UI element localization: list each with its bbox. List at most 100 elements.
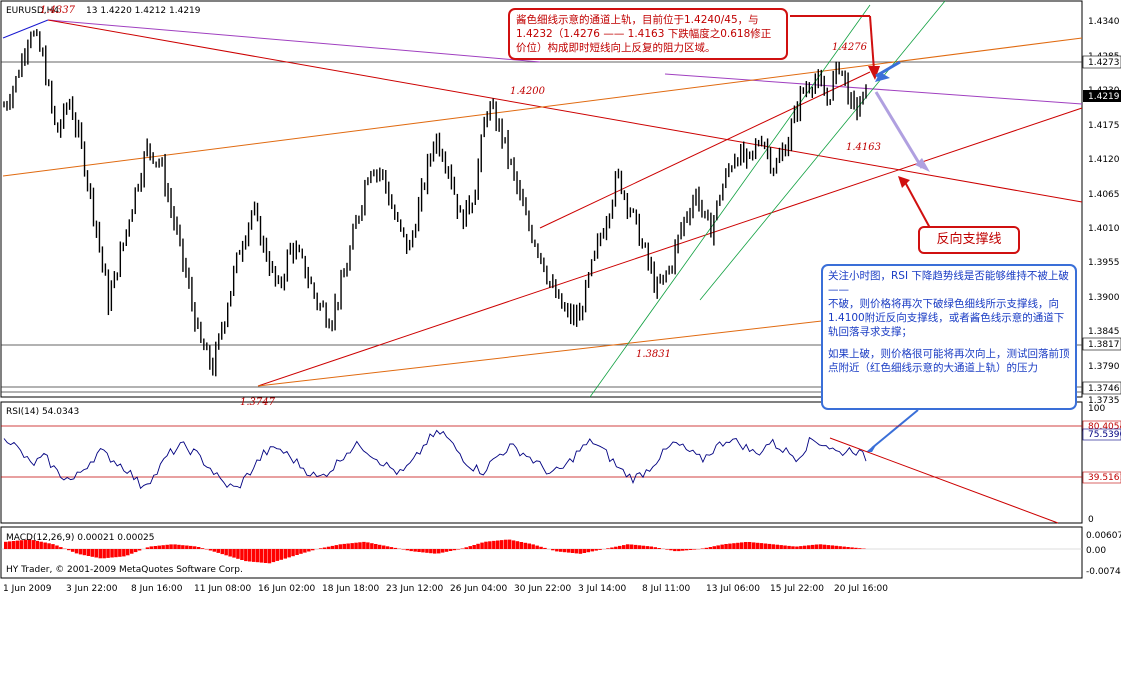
macd-bar <box>637 545 642 549</box>
macd-bar <box>846 547 850 549</box>
macd-bar <box>673 549 677 552</box>
blue-arrow-upper-head <box>875 72 890 82</box>
marker-label: 1.3817 <box>1088 340 1120 350</box>
macd-bar <box>511 540 516 549</box>
macd-bar <box>393 547 398 549</box>
marker-label: 1.4273 <box>1088 58 1120 68</box>
macd-panel[interactable] <box>0 526 1083 579</box>
price-candles <box>3 29 867 377</box>
x-tick: 1 Jun 2009 <box>3 584 52 594</box>
macd-bar <box>354 542 358 549</box>
orange-channel-upper <box>2 37 1083 177</box>
macd-bar <box>326 546 331 549</box>
macd-bar <box>370 543 374 549</box>
rsi-analysis-note: 关注小时图，RSI 下降趋势线是否能够维持不被上破 —— 不破，则价格将再次下破… <box>821 264 1077 410</box>
macd-bar <box>208 549 213 551</box>
macd-bar <box>106 549 110 558</box>
macd-bar <box>70 549 75 552</box>
macd-bar <box>543 547 547 549</box>
macd-bar <box>55 545 59 549</box>
y-tick: 1.3735 <box>1088 396 1120 406</box>
x-tick: 8 Jun 16:00 <box>131 584 183 594</box>
macd-bar <box>19 540 24 549</box>
macd-bar <box>519 542 524 549</box>
macd-bar <box>535 545 539 549</box>
macd-bar <box>633 544 638 549</box>
macd-bar <box>736 542 740 549</box>
macd-bar <box>43 542 47 549</box>
marker-box <box>1083 90 1121 102</box>
macd-bar <box>425 549 429 553</box>
macd-bar <box>803 545 807 549</box>
marker-label: 1.4219 <box>1088 92 1120 102</box>
macd-bar <box>830 545 835 549</box>
macd-bar <box>440 549 445 553</box>
red-channel-lower <box>257 107 1083 387</box>
macd-bar <box>248 549 252 562</box>
y-tick: 1.3845 <box>1088 327 1120 337</box>
macd-bar <box>126 549 130 556</box>
macd-bar <box>275 549 280 561</box>
purple-trendline-short <box>664 73 1083 105</box>
macd-bar <box>401 549 405 550</box>
macd-bar <box>618 545 622 549</box>
macd-bar <box>551 549 555 551</box>
macd-bar <box>216 549 220 553</box>
macd-bar <box>582 549 587 553</box>
macd-bar <box>744 542 748 549</box>
macd-bar <box>818 544 823 549</box>
rsi-tick: 75.5396 <box>1088 430 1121 440</box>
macd-bar <box>421 549 425 553</box>
price-markers: 1.4273 1.4219 1.3817 1.3746 <box>1082 55 1121 395</box>
macd-bar <box>130 549 134 554</box>
macd-bar <box>649 546 653 549</box>
macd-bar <box>657 548 661 549</box>
macd-bar <box>499 540 504 549</box>
y-tick: 1.4175 <box>1088 121 1120 131</box>
macd-bar <box>295 549 299 555</box>
macd-bar <box>39 541 43 549</box>
swing-label: 1.4200 <box>510 86 546 97</box>
macd-bar <box>566 549 571 553</box>
blue-arrow-rsi-head <box>866 442 878 452</box>
macd-bar <box>173 544 177 549</box>
macd-bar <box>460 548 465 549</box>
marker-label: 1.3746 <box>1088 384 1120 394</box>
macd-bar <box>11 541 16 549</box>
macd-bar <box>763 543 768 549</box>
resistance-note: 酱色细线示意的通道上轨，目前位于1.4240/45，与1.4232（1.4276… <box>508 8 788 60</box>
macd-bar <box>318 548 323 549</box>
macd-bar <box>220 549 224 555</box>
rsi-tick: 100 <box>1088 404 1105 414</box>
macd-bar <box>448 549 453 551</box>
macd-bar <box>799 546 803 549</box>
red-downtrend-line <box>47 19 1083 203</box>
macd-bar <box>338 544 343 549</box>
macd-bar <box>236 549 240 559</box>
macd-bar <box>358 542 362 549</box>
rsi-panel[interactable] <box>0 401 1083 524</box>
red-arrow-top-down <box>869 15 875 71</box>
macd-bar <box>346 543 350 549</box>
macd-bar <box>228 549 232 557</box>
rsi-note-line-3: 如果上破，则价格很可能将再次向上，测试回落前顶点附近（红色细线示意的大通道上轨）… <box>828 348 1070 374</box>
macd-bar <box>78 549 83 555</box>
macd-bar <box>669 549 673 551</box>
macd-bar <box>165 544 169 549</box>
macd-bar <box>287 549 291 558</box>
macd-bar <box>433 549 437 554</box>
swing-label-low: 1.3747 <box>240 397 276 408</box>
macd-bar <box>299 549 303 554</box>
macd-bar <box>775 544 779 549</box>
macd-bar <box>157 545 161 549</box>
macd-bar <box>598 549 602 550</box>
macd-bar <box>252 549 256 562</box>
macd-bar <box>476 543 480 549</box>
trend-lines <box>2 0 1083 398</box>
macd-bar <box>590 549 594 552</box>
marker-box <box>1082 381 1121 395</box>
macd-bar <box>330 545 335 549</box>
rsi-trendline <box>829 437 1059 524</box>
macd-bar <box>767 543 772 549</box>
